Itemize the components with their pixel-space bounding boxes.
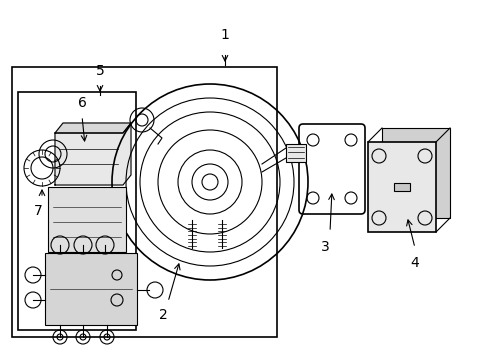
Polygon shape [55,123,131,133]
Text: 2: 2 [158,308,167,322]
Polygon shape [55,123,131,185]
Bar [45,253,137,325]
Bar [393,183,409,191]
Bar [12,67,276,337]
Text: 5: 5 [96,64,104,78]
Text: 6: 6 [78,96,86,110]
Text: 3: 3 [320,240,329,254]
Text: 7: 7 [34,204,42,218]
Bar [381,128,449,218]
Bar [367,142,435,232]
Bar [285,144,305,162]
Text: 1: 1 [220,28,229,42]
Text: 4: 4 [410,256,419,270]
Bar [48,187,126,252]
Bar [18,92,136,330]
